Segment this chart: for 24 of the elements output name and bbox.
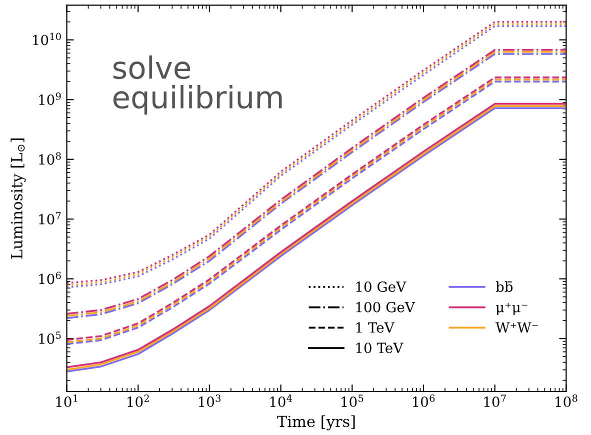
y-tick-label: 10$^{7}$ <box>39 212 61 224</box>
x-axis-title: Time [yrs] <box>277 415 355 430</box>
x-tick-label: 10$^{1}$ <box>56 394 78 408</box>
annotation: solve equilibrium <box>113 55 282 115</box>
y-tick-label: 10$^{9}$ <box>39 92 61 105</box>
x-tick-label: 10$^{5}$ <box>342 394 364 408</box>
legend-label: W⁺W⁻ <box>496 322 538 333</box>
legend-label: 100 GeV <box>356 302 416 312</box>
y-axis-title: Luminosity [L$_{⊙}$] <box>10 138 26 259</box>
y-tick-label: 10$^{6}$ <box>39 272 61 284</box>
x-tick-label: 10$^{3}$ <box>198 394 221 408</box>
x-tick-label: 10$^{7}$ <box>484 394 506 408</box>
y-tick-label: 10$^{5}$ <box>39 332 61 344</box>
y-tick-label: 10$^{8}$ <box>39 152 61 165</box>
y-tick-label: 10$^{10}$ <box>33 32 61 46</box>
legend-label: 10 GeV <box>356 281 406 292</box>
x-tick-label: 10$^{6}$ <box>412 394 435 408</box>
legend-label: μ⁺μ⁻ <box>496 302 528 316</box>
x-tick-label: 10$^{2}$ <box>128 394 149 408</box>
legend-label: bb̄ <box>496 281 513 292</box>
legend-label: 10 TeV <box>356 342 404 354</box>
legend-label: 1 TeV <box>356 322 395 333</box>
x-tick-label: 10$^{4}$ <box>270 394 292 408</box>
x-tick-label: 10$^{8}$ <box>556 394 578 408</box>
